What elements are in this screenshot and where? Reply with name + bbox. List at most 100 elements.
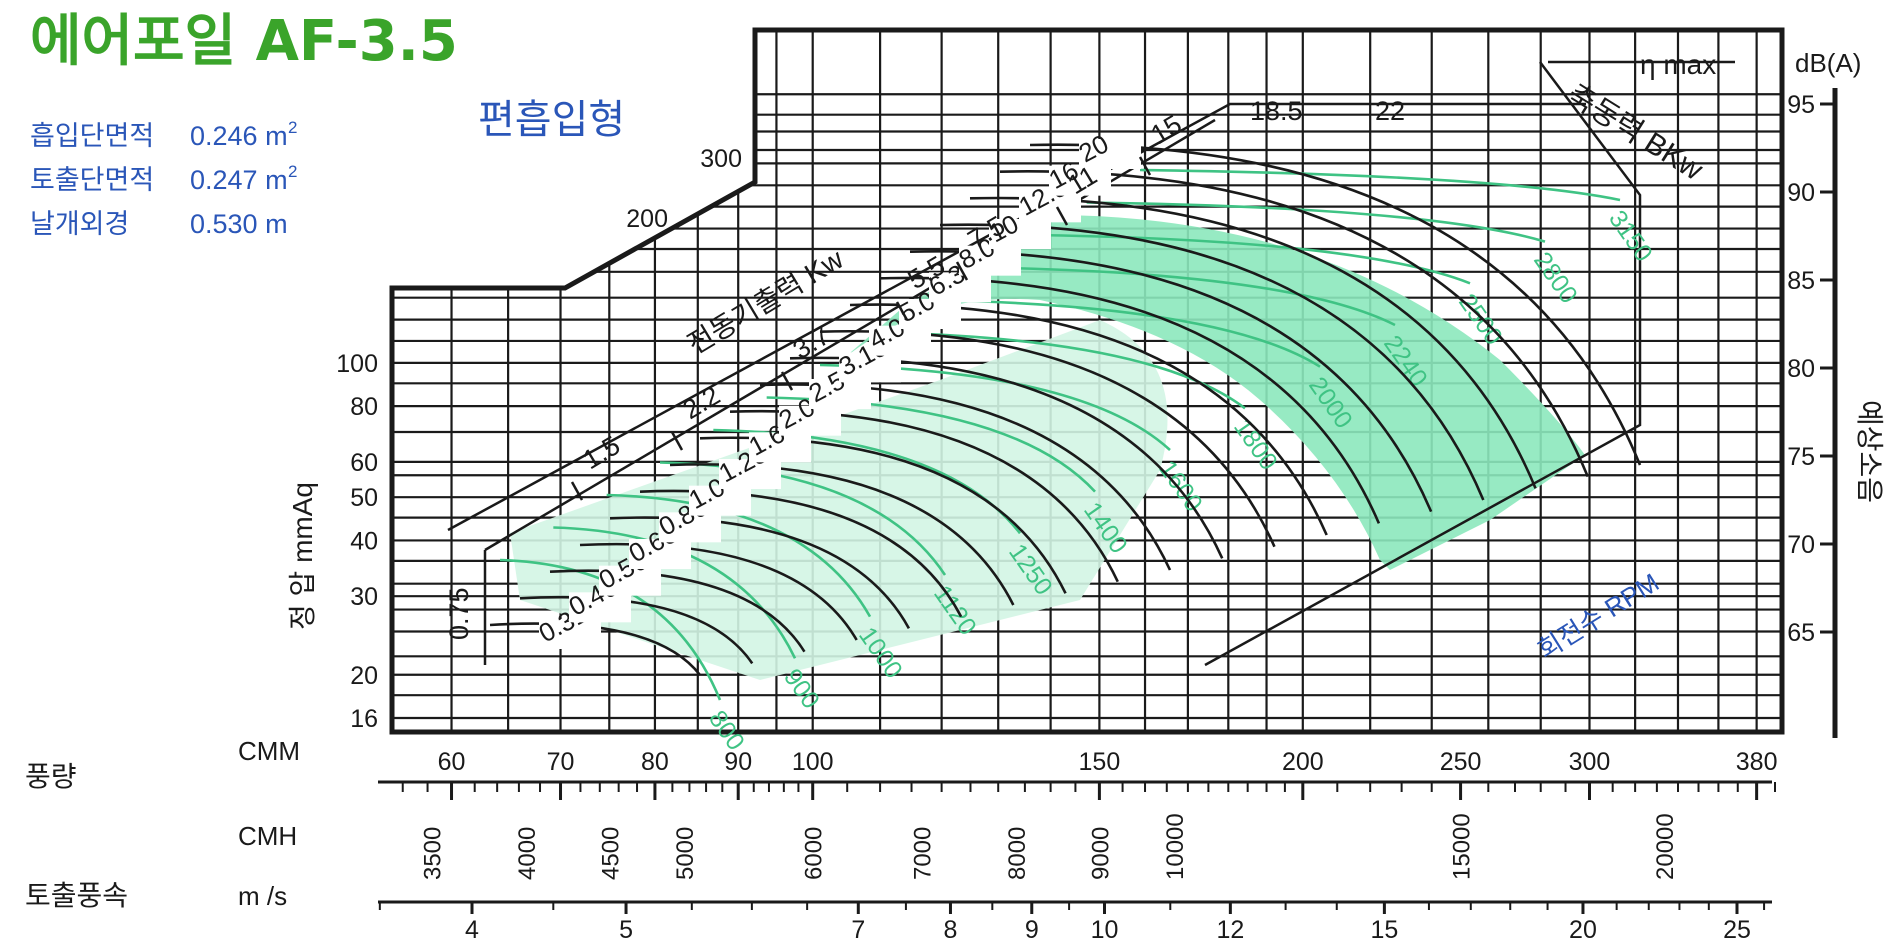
- motor-rating-tick: [1138, 156, 1152, 176]
- chart-frame: [389, 27, 1785, 735]
- shaft-power-curve: [489, 622, 702, 676]
- y-tick-label: 50: [350, 484, 378, 512]
- rpm-curve: [499, 558, 722, 701]
- noise-unit: dB(A): [1795, 48, 1861, 78]
- shaft-power-label-bg: [1049, 165, 1111, 196]
- shaft-power-label-bg: [659, 512, 721, 543]
- shaft-power-label-bg: [809, 379, 871, 409]
- noise-tick-label: 80: [1787, 355, 1815, 383]
- shaft-power-curve: [969, 196, 1537, 489]
- chart-subtitle: 편흡입형: [478, 97, 625, 143]
- rpm-curve: [606, 493, 872, 618]
- cmh-tick-label: 3500: [420, 827, 447, 880]
- noise-tick-label: 90: [1787, 179, 1815, 207]
- velocity-ticks: 4 5 7 8 9 10 12 15 20 25: [378, 902, 1766, 944]
- cmh-unit: CMH: [238, 821, 297, 851]
- motor-rating-label: 22: [1375, 96, 1405, 126]
- motor-rating-tick: [955, 261, 969, 281]
- rpm-label: 3150: [1603, 205, 1658, 267]
- motor-rating-tick: [1055, 206, 1069, 226]
- cmm-tick-label: 250: [1440, 748, 1482, 776]
- shaft-power-label-bg: [599, 565, 661, 596]
- cmm-tick-label: 90: [724, 748, 752, 776]
- shaft-power-label-bg: [539, 619, 601, 649]
- noise-tick-label: 85: [1787, 267, 1815, 295]
- motor-rating-label: 2.2: [678, 380, 726, 425]
- shaft-power-label-bg: [569, 592, 631, 623]
- velocity-tick-label: 7: [851, 916, 865, 944]
- flow-ticks: 60 70 80 90 100 150 200 250 300 380: [401, 748, 1778, 800]
- motor-rating-tick: [670, 431, 684, 451]
- spec-value: 0.246 m: [190, 121, 288, 151]
- cmm-tick-label: 300: [1569, 748, 1611, 776]
- velocity-tick-label: 10: [1091, 916, 1119, 944]
- shaft-power-label-bg: [689, 485, 751, 516]
- zone-light: [510, 320, 1168, 680]
- noise-tick-label: 65: [1787, 619, 1815, 647]
- spec-label: 토출단면적: [30, 165, 154, 195]
- efficiency-label: η max: [1640, 49, 1716, 80]
- motor-rating-tick: [780, 371, 794, 391]
- velocity-tick-label: 5: [619, 916, 633, 944]
- shaft-power-curve: [999, 170, 1589, 478]
- shaft-power-curve: [519, 595, 754, 665]
- cmh-tick-label: 4000: [514, 827, 541, 880]
- y-tick-label: 30: [350, 583, 378, 611]
- velocity-tick-label: 12: [1216, 916, 1244, 944]
- velocity-tick-label: 15: [1370, 916, 1398, 944]
- shaft-power-label-bg: [629, 539, 691, 569]
- y-axis-label: 정 압 mmAq: [287, 482, 318, 630]
- rpm-label: 2800: [1528, 247, 1583, 309]
- motor-rating-label: 18.5: [1250, 96, 1303, 126]
- cmh-tick-label: 7000: [910, 827, 937, 880]
- y-tick-label: 200: [626, 205, 668, 233]
- y-tick-label: 100: [336, 350, 378, 378]
- cmh-tick-label: 9000: [1087, 827, 1114, 880]
- spec-label: 흡입단면적: [30, 121, 154, 151]
- shaft-power-label-bg: [1019, 192, 1081, 223]
- cmh-tick-label: 8000: [1004, 827, 1031, 880]
- noise-label: 예상소음: [1854, 400, 1885, 503]
- motor-rating-tick: [895, 301, 909, 321]
- shaft-power-curve: [1029, 143, 1642, 466]
- velocity-tick-label: 4: [465, 916, 479, 944]
- cmm-tick-label: 380: [1736, 748, 1778, 776]
- y-ticks: 16 20 30 40 50 60 80 100 200 300: [336, 145, 742, 733]
- cmh-tick-label: 4500: [597, 827, 624, 880]
- spec-superscript: 2: [288, 118, 297, 137]
- shaft-power-label-bg: [839, 352, 901, 383]
- motor-rating-label: 0.75: [444, 587, 474, 640]
- y-tick-label: 20: [350, 662, 378, 690]
- cmm-tick-label: 150: [1079, 748, 1121, 776]
- velocity-label: 토출풍속: [25, 880, 128, 911]
- spec-value: 0.530 m: [190, 209, 288, 239]
- velocity-unit: m /s: [238, 881, 287, 911]
- velocity-tick-label: 9: [1025, 916, 1039, 944]
- cmm-tick-label: 80: [641, 748, 669, 776]
- y-tick-label: 16: [350, 705, 378, 733]
- y-tick-label: 60: [350, 449, 378, 477]
- noise-tick-label: 75: [1787, 443, 1815, 471]
- cmm-tick-label: 200: [1282, 748, 1324, 776]
- zone-dark: [830, 215, 1585, 570]
- rpm-curve: [926, 298, 1321, 368]
- noise-ticks: 65 70 75 80 85 90 95: [1787, 91, 1835, 647]
- flow-label: 풍량: [25, 761, 77, 792]
- cmh-tick-label: 5000: [672, 827, 699, 880]
- rpm-label: 1800: [1228, 414, 1283, 476]
- cmh-tick-label: 20000: [1652, 813, 1679, 880]
- cmh-ticks: 3500 4000 4500 5000 6000 7000 8000 9000 10000 150…: [420, 813, 1679, 880]
- shaft-power-label-bg: [989, 219, 1051, 249]
- rpm-curve: [979, 266, 1396, 327]
- shaft-power-label-bg: [959, 245, 1021, 276]
- y-tick-label: 40: [350, 527, 378, 555]
- chart-title: 에어포일 AF-3.5: [30, 9, 458, 74]
- velocity-tick-label: 8: [944, 916, 958, 944]
- shaft-power-label-bg: [1079, 139, 1141, 169]
- shaft-power-curve: [939, 223, 1485, 501]
- noise-tick-label: 95: [1787, 91, 1815, 119]
- cmm-tick-label: 100: [792, 748, 834, 776]
- cmh-tick-label: 10000: [1162, 813, 1189, 880]
- velocity-tick-label: 25: [1723, 916, 1751, 944]
